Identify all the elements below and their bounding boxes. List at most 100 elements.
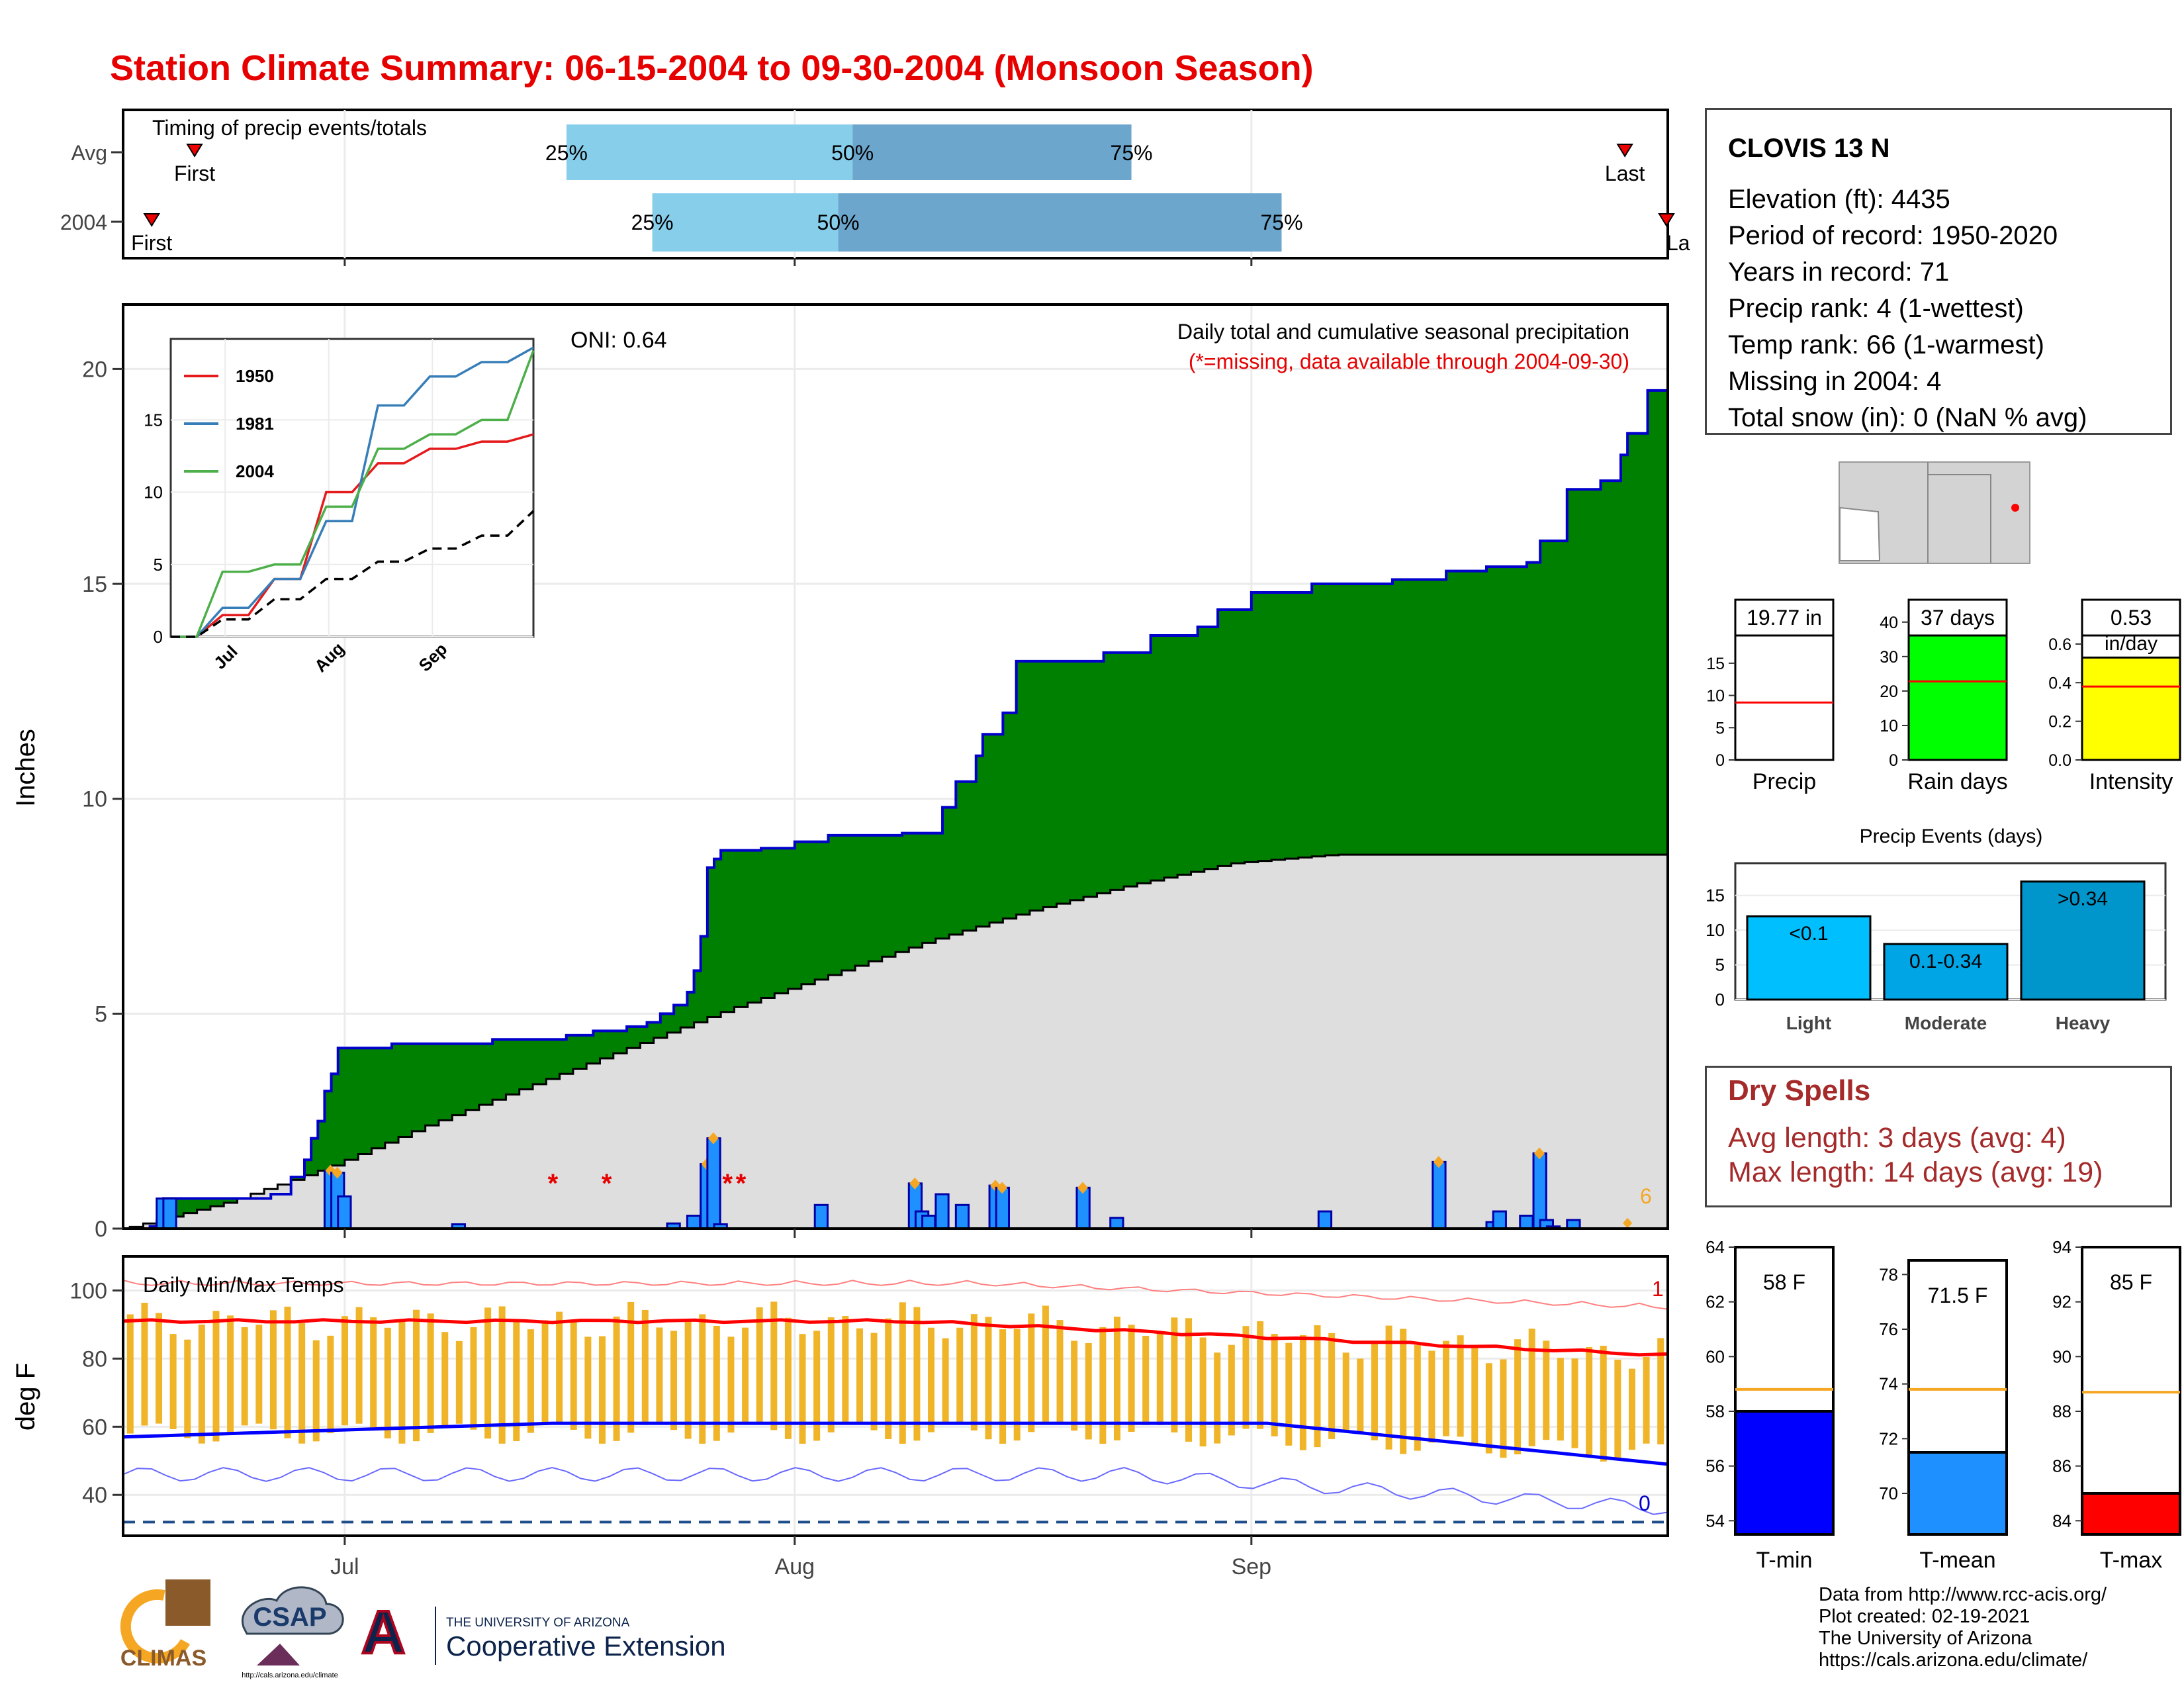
event-bar-label-2: >0.34 bbox=[2058, 888, 2108, 910]
daily-temp-bar bbox=[1342, 1352, 1349, 1433]
summary-bar-1 bbox=[1907, 631, 2008, 761]
daily-temp-bar bbox=[1657, 1338, 1664, 1444]
timing-first-marker-1 bbox=[143, 213, 161, 227]
missing-marker: * bbox=[602, 1169, 612, 1198]
temp-summary-ytick-label: 92 bbox=[2052, 1292, 2071, 1312]
daily-temp-bar bbox=[1571, 1358, 1578, 1448]
extreme-day-marker bbox=[997, 1182, 1008, 1194]
daily-temp-bar bbox=[1586, 1347, 1593, 1458]
temp-summary-ytick-label: 54 bbox=[1706, 1511, 1725, 1530]
daily-temp-bar bbox=[827, 1317, 835, 1432]
average-min-line bbox=[122, 1421, 1668, 1466]
temp-summary-ytick-label: 56 bbox=[1706, 1456, 1725, 1476]
inset-series-line bbox=[171, 346, 534, 638]
map-outside-region bbox=[1839, 506, 1881, 561]
daily-precip-bar bbox=[995, 1186, 1010, 1230]
page-title: Station Climate Summary: 06-15-2004 to 0… bbox=[110, 48, 1314, 88]
daily-temp-bar bbox=[413, 1309, 420, 1442]
daily-temp-bar bbox=[999, 1329, 1007, 1444]
daily-temp-bar bbox=[556, 1311, 563, 1424]
temp-summary-ytick-label: 72 bbox=[1879, 1429, 1898, 1448]
timing-p75-1: 75% bbox=[1260, 211, 1302, 234]
daily-temp-bar bbox=[455, 1340, 463, 1424]
event-bar-label-1: 0.1-0.34 bbox=[1909, 951, 1982, 972]
daily-temp-bar bbox=[1428, 1350, 1435, 1443]
summary-label-0: Precip bbox=[1752, 769, 1816, 794]
inset-series-line bbox=[171, 350, 535, 638]
temp-bg bbox=[123, 1256, 1668, 1536]
timing-last-label-0: Last bbox=[1605, 162, 1645, 185]
daily-temp-bar bbox=[1500, 1359, 1507, 1458]
temp-title: Daily Min/Max Temps bbox=[143, 1273, 343, 1297]
daily-temp-bar bbox=[613, 1316, 620, 1441]
temp-summary-ytick-label: 70 bbox=[1879, 1483, 1898, 1503]
ua-a-mark: A bbox=[361, 1599, 405, 1666]
daily-temp-bar bbox=[541, 1320, 549, 1425]
daily-temp-bar bbox=[928, 1327, 935, 1432]
daily-temp-bar bbox=[1242, 1326, 1250, 1429]
daily-temp-bar bbox=[1257, 1321, 1264, 1429]
daily-temp-bar bbox=[1156, 1331, 1163, 1425]
timing-p50-1: 50% bbox=[817, 211, 860, 234]
daily-temp-bar bbox=[742, 1327, 749, 1425]
event-bar-heavy bbox=[2020, 880, 2146, 1001]
dry-spells-max: Max length: 14 days (avg: 19) bbox=[1728, 1156, 2103, 1188]
summary-label-2: Intensity bbox=[2089, 769, 2173, 794]
timing-iqr-high-1 bbox=[838, 193, 1282, 252]
daily-precip-bar bbox=[686, 1215, 702, 1230]
summary-ytick-label: 10 bbox=[1706, 687, 1725, 706]
daily-temp-bar bbox=[684, 1319, 692, 1439]
inset-ytick-label-1: 5 bbox=[154, 555, 163, 575]
daily-temp-bar bbox=[370, 1317, 377, 1430]
missing-marker: * bbox=[723, 1169, 733, 1198]
timing-p25-0: 25% bbox=[545, 141, 588, 165]
events-ytick-label-1: 5 bbox=[1715, 955, 1725, 975]
daily-temp-bar bbox=[227, 1315, 234, 1434]
extreme-day-marker bbox=[909, 1177, 921, 1190]
dry-spells-title: Dry Spells bbox=[1728, 1074, 1871, 1107]
station-snow: Total snow (in): 0 (NaN % avg) bbox=[1728, 403, 2087, 432]
csap-url: http://cals.arizona.edu/climate bbox=[242, 1671, 338, 1679]
daily-precip-bar bbox=[1492, 1210, 1507, 1230]
summary-ytick-label: 0.2 bbox=[2048, 713, 2071, 731]
daily-temp-bar bbox=[441, 1332, 449, 1426]
temp-summary-ytick-label: 84 bbox=[2052, 1511, 2071, 1530]
daily-temp-bar bbox=[1314, 1325, 1321, 1448]
ua-logo: A THE UNIVERSITY OF ARIZONA Cooperative … bbox=[360, 1599, 726, 1667]
station-elevation: Elevation (ft): 4435 bbox=[1728, 185, 1950, 214]
temp-summary-ytick-label: 78 bbox=[1879, 1264, 1898, 1284]
daily-temp-bar bbox=[1099, 1327, 1107, 1444]
inset-legend-label-1: 1981 bbox=[236, 414, 274, 434]
daily-temp-bar bbox=[1471, 1347, 1479, 1444]
timing-panel: Timing of precip events/totals Avg 25% 50% 7… bbox=[60, 109, 1690, 266]
daily-temp-bar bbox=[484, 1307, 492, 1439]
daily-temp-bar bbox=[1085, 1342, 1092, 1440]
summary-ytick-label: 40 bbox=[1880, 614, 1898, 632]
daily-temp-bar bbox=[184, 1339, 191, 1438]
daily-temp-bar bbox=[842, 1316, 849, 1425]
csap-logo: CSAP http://cals.arizona.edu/climate bbox=[241, 1586, 344, 1679]
summary-value-box-0 bbox=[1734, 598, 1835, 637]
temp-summary-ytick-label: 90 bbox=[2052, 1346, 2071, 1366]
temp-xtick-label-0: Jul bbox=[330, 1554, 359, 1579]
main-ytick-label-2: 10 bbox=[82, 787, 107, 812]
daily-temp-bar bbox=[1357, 1358, 1364, 1433]
station-info-box: CLOVIS 13 N Elevation (ft): 4435 Period … bbox=[1705, 108, 2172, 435]
temp-xtick-label-2: Sep bbox=[1232, 1554, 1272, 1579]
daily-precip-bar bbox=[934, 1193, 950, 1230]
daily-temp-bar bbox=[1600, 1345, 1607, 1462]
extreme-day-marker bbox=[1077, 1182, 1088, 1194]
average-cumulative-area bbox=[123, 855, 1668, 1229]
daily-temp-bar bbox=[255, 1325, 263, 1424]
daily-temp-bar bbox=[513, 1321, 520, 1442]
timing-first-label-0: First bbox=[174, 162, 215, 185]
record-low-line bbox=[122, 1467, 1668, 1515]
temp-ytick-label-1: 60 bbox=[82, 1415, 107, 1440]
daily-temp-bar bbox=[198, 1324, 205, 1444]
temp-summary-value-2: 85 F bbox=[2110, 1270, 2152, 1294]
temp-summary-ytick-label: 74 bbox=[1879, 1374, 1898, 1394]
summary-bar-2 bbox=[2081, 656, 2181, 761]
csap-mountain bbox=[257, 1644, 300, 1665]
daily-temp-bar bbox=[1443, 1340, 1450, 1436]
